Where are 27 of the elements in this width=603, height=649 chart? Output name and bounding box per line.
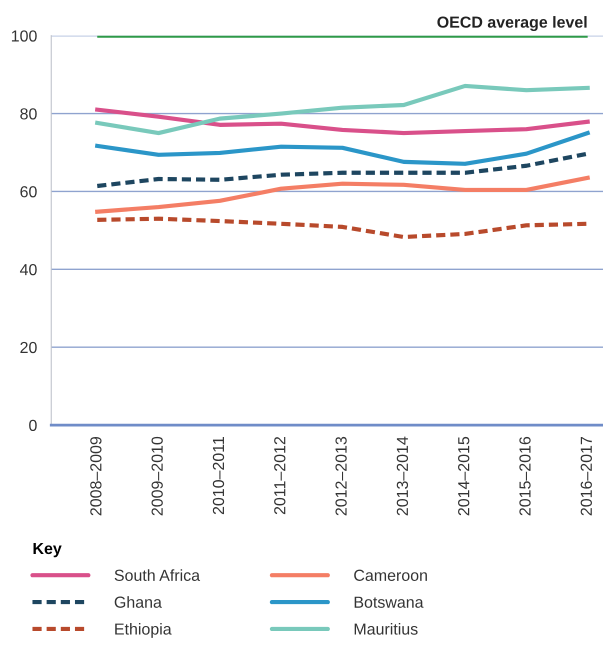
ref-line-label: OECD average level bbox=[437, 16, 587, 32]
line-series bbox=[95, 176, 590, 214]
y-tick-label: 20 bbox=[20, 342, 37, 354]
y-tick-label: 0 bbox=[29, 420, 37, 432]
y-tick-label: 100 bbox=[12, 30, 37, 42]
legend-label: Mauritius bbox=[354, 622, 418, 635]
legend-label: Cameroon bbox=[354, 570, 427, 581]
x-tick-label: 2010–2011 bbox=[212, 436, 224, 514]
y-tick-label: 40 bbox=[20, 264, 37, 276]
legend-label: South Africa bbox=[114, 569, 200, 581]
line-series bbox=[95, 108, 590, 136]
x-tick-label: 2013–2014 bbox=[396, 436, 408, 516]
line-series bbox=[95, 130, 590, 166]
x-tick-label: 2011–2012 bbox=[274, 437, 286, 514]
x-tick-label: 2016–2017 bbox=[580, 437, 592, 516]
x-tick-label: 2015–2016 bbox=[519, 436, 531, 516]
x-tick-label: 2012–2013 bbox=[335, 436, 347, 516]
x-tick-label: 2009–2010 bbox=[152, 436, 163, 516]
legend-label: Ghana bbox=[114, 596, 162, 608]
y-tick-label: 80 bbox=[20, 108, 37, 120]
y-tick-label: 60 bbox=[20, 186, 37, 198]
x-tick-label: 2008–2009 bbox=[90, 436, 102, 516]
legend-label: Ethiopia bbox=[115, 622, 172, 638]
legend-title: Key bbox=[34, 542, 62, 558]
x-tick-label: 2014–2015 bbox=[458, 436, 470, 516]
line-series bbox=[95, 84, 590, 136]
legend-label: Botswana bbox=[354, 596, 424, 608]
